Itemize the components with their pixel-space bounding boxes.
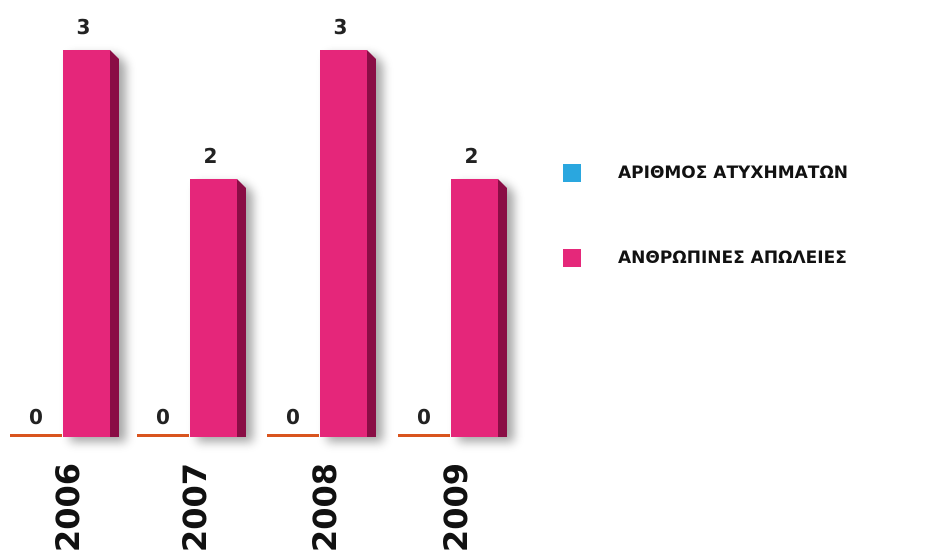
x-tick-label-2006: 2006	[49, 463, 87, 552]
data-label-accidents-2007: 0	[156, 405, 170, 429]
bar-side-2008	[367, 50, 376, 437]
legend-swatch-accidents	[563, 164, 581, 182]
x-tick-label-2007: 2007	[176, 463, 214, 552]
data-label-accidents-2009: 0	[417, 405, 431, 429]
legend-swatch-casualties	[563, 249, 581, 267]
bar-accidents-2007	[137, 434, 189, 437]
bar-side-2009	[498, 179, 507, 437]
legend-item-accidents: ΑΡΙΘΜΟΣ ΑΤΥΧΗΜΑΤΩΝ	[563, 158, 848, 188]
bar-front-2008	[320, 50, 367, 437]
legend-label-casualties: ΑΝΘΡΩΠΙΝΕΣ ΑΠΩΛΕΙΕΣ	[618, 248, 847, 268]
bar-casualties-2009	[451, 179, 507, 437]
data-label-accidents-2008: 0	[286, 405, 300, 429]
legend-item-casualties: ΑΝΘΡΩΠΙΝΕΣ ΑΠΩΛΕΙΕΣ	[563, 243, 848, 273]
bar-accidents-2009	[398, 434, 450, 437]
bar-front-2009	[451, 179, 498, 437]
x-tick-label-2009: 2009	[437, 463, 475, 552]
bar-casualties-2008	[320, 50, 376, 437]
legend: ΑΡΙΘΜΟΣ ΑΤΥΧΗΜΑΤΩΝ ΑΝΘΡΩΠΙΝΕΣ ΑΠΩΛΕΙΕΣ	[563, 158, 848, 328]
x-tick-label-2008: 2008	[306, 463, 344, 552]
data-label-casualties-2008: 3	[334, 15, 348, 39]
bar-casualties-2007	[190, 179, 246, 437]
bar-front-2006	[63, 50, 110, 437]
bar-accidents-2006	[10, 434, 62, 437]
bar-side-2006	[110, 50, 119, 437]
legend-label-accidents: ΑΡΙΘΜΟΣ ΑΤΥΧΗΜΑΤΩΝ	[618, 163, 849, 183]
data-label-casualties-2006: 3	[77, 15, 91, 39]
bar-casualties-2006	[63, 50, 119, 437]
bar-front-2007	[190, 179, 237, 437]
data-label-casualties-2009: 2	[465, 144, 479, 168]
data-label-casualties-2007: 2	[204, 144, 218, 168]
data-label-accidents-2006: 0	[29, 405, 43, 429]
bar-accidents-2008	[267, 434, 319, 437]
bar-side-2007	[237, 179, 246, 437]
